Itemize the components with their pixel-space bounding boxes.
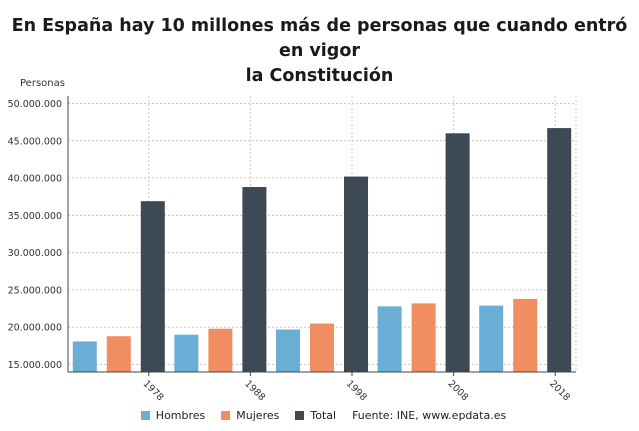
legend-item-total: Total: [295, 409, 336, 422]
bar-mujeres-1998: [310, 323, 334, 372]
legend-item-mujeres: Mujeres: [221, 409, 279, 422]
y-tick-label: 30.000.000: [8, 248, 62, 259]
bar-total-2018: [547, 128, 572, 372]
bar-mujeres-1978: [106, 336, 131, 372]
source-note: Fuente: INE, www.epdata.es: [352, 409, 507, 422]
bar-total-2008: [445, 133, 470, 372]
bar-hombres-1998: [276, 329, 300, 372]
chart-title-line-1: En España hay 10 millones más de persona…: [11, 16, 628, 61]
y-tick-label: 15.000.000: [8, 360, 62, 371]
legend-label-mujeres: Mujeres: [236, 409, 280, 422]
bar-hombres-1988: [174, 334, 199, 372]
x-tick-label: 2018: [547, 378, 572, 403]
bar-total-1998: [344, 176, 368, 372]
legend-label-hombres: Hombres: [155, 409, 206, 422]
y-tick-label: 45.000.000: [8, 136, 62, 147]
bar-total-1988: [242, 187, 267, 372]
legend-swatch-mujeres: [221, 411, 231, 420]
legend: Hombres Mujeres Total Fuente: INE, www.e…: [0, 409, 639, 422]
bar-mujeres-2018: [513, 298, 538, 372]
y-axis-label: Personas: [20, 78, 65, 89]
x-tick-label: 1988: [242, 378, 267, 403]
legend-item-hombres: Hombres: [140, 409, 206, 422]
bar-total-1978: [140, 201, 165, 372]
x-tick-label: 1978: [141, 378, 166, 403]
y-tick-label: 20.000.000: [8, 323, 62, 334]
y-tick-label: 50.000.000: [8, 99, 62, 110]
bar-mujeres-1988: [208, 328, 233, 372]
legend-swatch-hombres: [140, 411, 150, 420]
y-tick-label: 40.000.000: [8, 174, 62, 185]
x-tick-label: 2008: [445, 378, 470, 403]
y-tick-label: 25.000.000: [8, 285, 62, 296]
bar-hombres-2008: [377, 306, 402, 372]
bar-hombres-2018: [479, 305, 504, 372]
chart-title: En España hay 10 millones más de persona…: [0, 14, 639, 89]
bar-mujeres-2008: [411, 303, 436, 372]
x-tick-label: 1998: [344, 378, 369, 403]
bar-hombres-1978: [72, 341, 97, 372]
legend-label-total: Total: [310, 409, 337, 422]
legend-swatch-total: [295, 411, 305, 420]
y-tick-label: 35.000.000: [8, 211, 62, 222]
chart-title-line-2: la Constitución: [245, 66, 394, 86]
